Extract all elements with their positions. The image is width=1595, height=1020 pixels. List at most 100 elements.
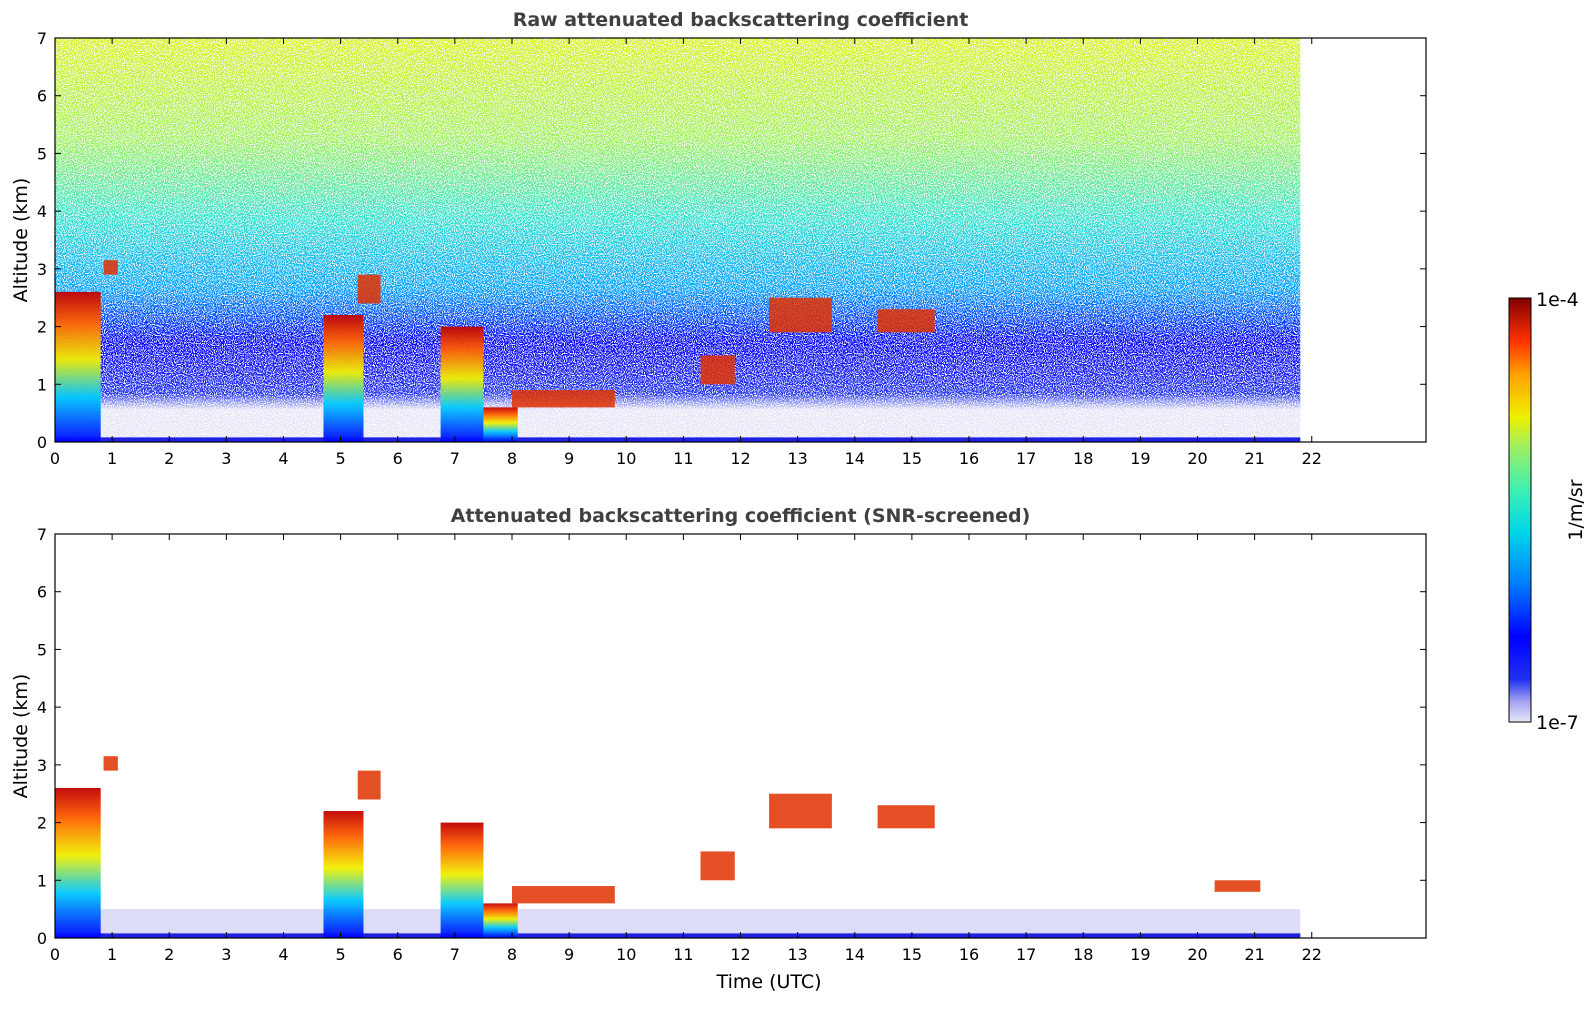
- plot-frame: [54, 533, 1427, 939]
- boundary-layer-field: [55, 909, 1301, 938]
- y-tick-label: 1: [37, 871, 47, 890]
- x-tick-label: 5: [336, 449, 346, 468]
- x-tick-label: 19: [1130, 945, 1150, 964]
- cloud-feature-2: [103, 756, 118, 771]
- cloud-feature-4: [357, 274, 381, 304]
- surface-layer: [55, 933, 1301, 938]
- x-tick-label: 4: [278, 449, 288, 468]
- surface-layer: [55, 437, 1301, 442]
- y-tick-label: 0: [37, 433, 47, 452]
- x-tick-label: 22: [1302, 449, 1322, 468]
- x-tick-label: 18: [1073, 449, 1093, 468]
- cloud-feature-6: [483, 407, 518, 442]
- y-tick-label: 3: [37, 260, 47, 279]
- x-tick-label: 9: [564, 449, 574, 468]
- colorbar-min-label: 1e-7: [1536, 712, 1579, 734]
- x-tick-label: 14: [845, 945, 865, 964]
- x-tick-label: 16: [959, 945, 979, 964]
- chart-title: Attenuated backscattering coefficient (S…: [451, 505, 1031, 527]
- x-tick-label: 16: [959, 449, 979, 468]
- y-tick-label: 5: [37, 640, 47, 659]
- x-axis-label: Time (UTC): [716, 971, 822, 993]
- x-tick-label: 13: [787, 449, 807, 468]
- x-tick-label: 11: [673, 945, 693, 964]
- screened-backscatter-panel: 0 1 2 3 4 5 6 7 8 9 10 11 12 13 14 15 16 17 18 19 20 21 220123…: [10, 505, 1427, 993]
- x-tick-label: 17: [1016, 449, 1036, 468]
- x-tick-label: 10: [616, 449, 636, 468]
- x-tick-label: 10: [616, 945, 636, 964]
- x-tick-label: 5: [336, 945, 346, 964]
- cloud-feature-8: [700, 851, 735, 881]
- x-tick-label: 2: [164, 945, 174, 964]
- x-tick-label: 19: [1130, 449, 1150, 468]
- x-tick-label: 3: [221, 449, 231, 468]
- colorbar: 1e-4 1e-7 1/m/sr: [1508, 289, 1587, 734]
- y-axis-label: Altitude (km): [10, 674, 32, 799]
- x-tick-label: 1: [107, 945, 117, 964]
- x-tick-label: 21: [1244, 945, 1264, 964]
- x-tick-label: 9: [564, 945, 574, 964]
- y-tick-label: 1: [37, 375, 47, 394]
- y-tick-label: 2: [37, 814, 47, 833]
- y-tick-label: 3: [37, 756, 47, 775]
- x-tick-label: 13: [787, 945, 807, 964]
- cloud-feature-2: [103, 260, 118, 275]
- x-tick-label: 0: [50, 945, 60, 964]
- colorbar-max-label: 1e-4: [1536, 289, 1579, 311]
- x-tick-label: 3: [221, 945, 231, 964]
- y-tick-label: 2: [37, 318, 47, 337]
- x-tick-label: 22: [1302, 945, 1322, 964]
- y-axis-label: Altitude (km): [10, 178, 32, 303]
- x-tick-label: 15: [902, 449, 922, 468]
- x-tick-label: 11: [673, 449, 693, 468]
- y-tick-label: 4: [37, 202, 47, 221]
- y-tick-label: 6: [37, 583, 47, 602]
- x-tick-label: 0: [50, 449, 60, 468]
- cloud-feature-4: [357, 770, 381, 800]
- x-tick-label: 12: [730, 945, 750, 964]
- x-tick-label: 15: [902, 945, 922, 964]
- y-tick-label: 5: [37, 144, 47, 163]
- x-tick-label: 14: [845, 449, 865, 468]
- cloud-feature-9: [769, 297, 832, 333]
- y-tick-label: 7: [37, 525, 47, 544]
- cloud-feature-1: [55, 787, 101, 938]
- x-tick-label: 7: [450, 449, 460, 468]
- cloud-feature-5: [440, 822, 484, 938]
- cloud-feature-8: [700, 355, 735, 385]
- colorbar-scale: [1509, 298, 1531, 722]
- x-tick-label: 12: [730, 449, 750, 468]
- cloud-feature-7: [512, 390, 615, 408]
- x-tick-label: 20: [1187, 449, 1207, 468]
- x-tick-label: 7: [450, 945, 460, 964]
- cloud-feature-10: [877, 309, 935, 333]
- cloud-feature-11: [1214, 880, 1261, 892]
- y-tick-label: 7: [37, 29, 47, 48]
- cloud-feature-1: [55, 291, 101, 442]
- x-tick-label: 1: [107, 449, 117, 468]
- cloud-feature-10: [877, 805, 935, 829]
- cloud-feature-9: [769, 793, 832, 829]
- x-tick-label: 6: [393, 449, 403, 468]
- cloud-feature-3: [323, 811, 364, 938]
- cloud-feature-3: [323, 315, 364, 442]
- x-tick-label: 4: [278, 945, 288, 964]
- y-tick-label: 4: [37, 698, 47, 717]
- x-tick-label: 18: [1073, 945, 1093, 964]
- speckle-noise: [55, 38, 1301, 442]
- colorbar-frame: [1508, 297, 1532, 723]
- x-tick-label: 20: [1187, 945, 1207, 964]
- cloud-feature-5: [440, 326, 484, 442]
- x-tick-label: 8: [507, 449, 517, 468]
- x-tick-label: 17: [1016, 945, 1036, 964]
- x-tick-label: 2: [164, 449, 174, 468]
- x-tick-label: 21: [1244, 449, 1264, 468]
- raw-backscatter-panel: 0 1 2 3 4 5 6 7 8 9 10 11 12 13 14 15 16 17 18 19 20 21 220123…: [10, 9, 1427, 468]
- chart-title: Raw attenuated backscattering coefficien…: [513, 9, 969, 31]
- x-tick-label: 6: [393, 945, 403, 964]
- y-tick-label: 0: [37, 929, 47, 948]
- x-tick-label: 8: [507, 945, 517, 964]
- cloud-feature-6: [483, 903, 518, 938]
- y-tick-label: 6: [37, 87, 47, 106]
- colorbar-unit-label: 1/m/sr: [1565, 479, 1587, 540]
